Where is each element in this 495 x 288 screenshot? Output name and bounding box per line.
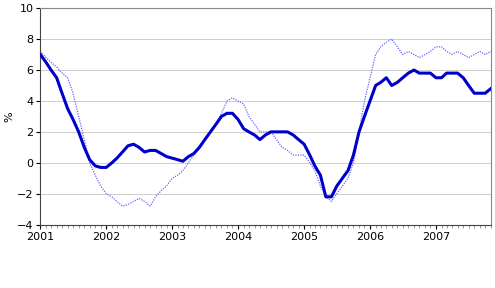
Line: Mekki: Mekki [41,54,495,197]
Line: Markki: Markki [41,39,495,206]
Y-axis label: %: % [4,111,14,122]
